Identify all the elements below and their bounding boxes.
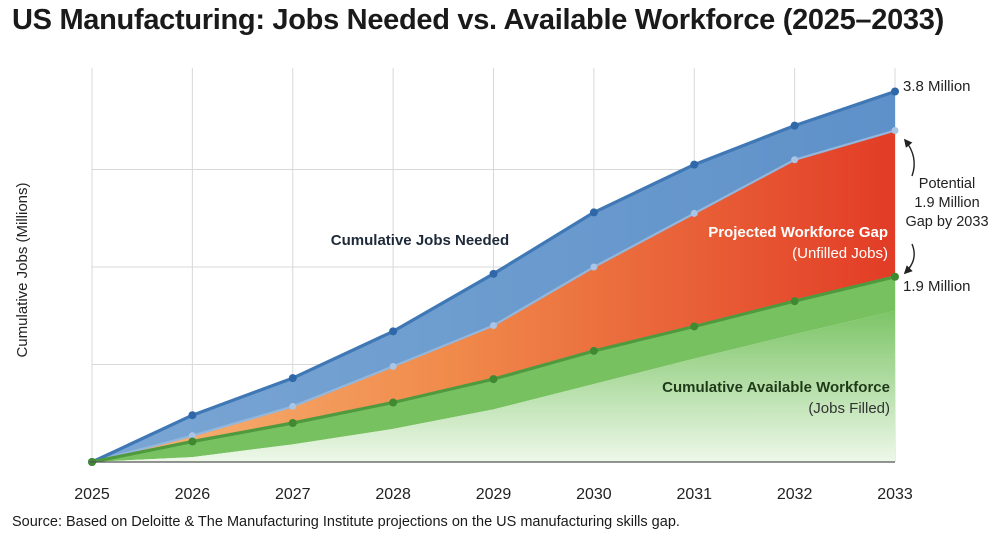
x-tick-label: 2030: [576, 486, 612, 503]
x-tick-label: 2033: [877, 486, 913, 503]
x-tick-label: 2032: [777, 486, 813, 503]
x-tick-label: 2028: [375, 486, 411, 503]
available-area-label-line1: Cumulative Available Workforce: [662, 379, 890, 396]
needed-inner-point: [791, 156, 799, 164]
jobs-needed-point: [489, 269, 498, 278]
available-point: [690, 322, 699, 331]
available-point: [589, 346, 598, 355]
jobs-needed-point: [589, 208, 598, 217]
data-points: [88, 87, 899, 466]
available-point: [489, 375, 498, 384]
gap-area-label-line2: (Unfilled Jobs): [792, 245, 888, 262]
needed-inner-point: [590, 263, 598, 271]
end-label-needed: 3.8 Million: [903, 78, 971, 95]
gap-note-line1: Potential: [919, 176, 975, 192]
source-note: Source: Based on Deloitte & The Manufact…: [12, 514, 680, 530]
x-tick-label: 2027: [275, 486, 311, 503]
x-tick-label: 2025: [74, 486, 110, 503]
chart-title: US Manufacturing: Jobs Needed vs. Availa…: [12, 4, 944, 36]
end-label-available: 1.9 Million: [903, 278, 971, 295]
available-point: [389, 398, 398, 407]
available-fill-area: [92, 310, 895, 462]
available-area-label-line2: (Jobs Filled): [808, 400, 890, 417]
gap-note-line3: Gap by 2033: [905, 214, 988, 230]
needed-inner-point: [490, 322, 497, 329]
available-point: [790, 297, 799, 306]
workforce-gap-area: [92, 130, 895, 462]
available-point: [288, 419, 297, 427]
needed-inner-point: [188, 432, 196, 440]
jobs-needed-point: [389, 327, 398, 336]
needed-inner-point: [891, 127, 899, 134]
x-tick-label: 2031: [676, 486, 712, 503]
needed-inner-point: [289, 402, 297, 410]
gap-arrow-up: [903, 138, 915, 177]
jobs-needed-point: [790, 121, 799, 130]
x-tick-label: 2029: [476, 486, 512, 503]
needed-area-label: Cumulative Jobs Needed: [331, 232, 509, 249]
available-point: [188, 437, 197, 446]
jobs-needed-point: [690, 160, 699, 169]
x-tick-labels: 2025 2026 2027 2028 2029 2030 2031 2032 2033: [74, 486, 913, 503]
jobs-needed-point: [288, 374, 297, 383]
needed-inner-point: [389, 362, 397, 370]
gap-arrow-down: [903, 243, 915, 275]
jobs-needed-point: [188, 411, 197, 420]
gap-area-label-line1: Projected Workforce Gap: [708, 224, 888, 241]
available-point: [891, 272, 899, 281]
needed-inner-point: [690, 209, 698, 217]
y-axis-label: Cumulative Jobs (Millions): [14, 182, 31, 357]
gap-note-line2: 1.9 Million: [914, 195, 979, 211]
x-tick-label: 2026: [175, 486, 211, 503]
jobs-needed-point: [891, 87, 899, 96]
